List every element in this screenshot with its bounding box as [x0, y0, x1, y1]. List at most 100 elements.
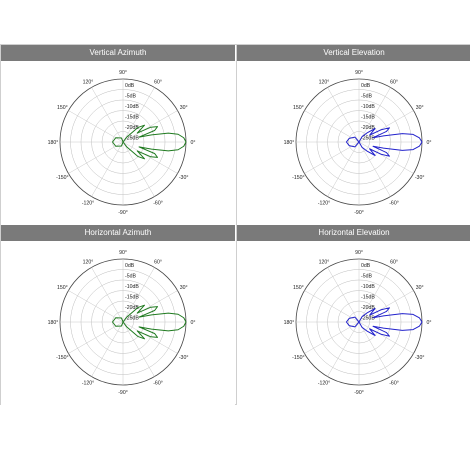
radial-tick-label: 0dB [125, 263, 135, 269]
angle-tick-label: -150° [56, 355, 68, 361]
radiation-pattern-line [112, 124, 187, 160]
grid-spoke [91, 87, 124, 143]
polar-chart-grid: Vertical Azimuth 90° 60° 30° 0° -30° -60° -90°… [0, 44, 470, 405]
angle-tick-label: 180° [284, 140, 295, 146]
grid-spoke [358, 267, 391, 323]
grid-spoke [327, 87, 360, 143]
angle-tick-label: -150° [292, 175, 304, 181]
grid-spoke [122, 87, 155, 143]
chart-title: Horizontal Elevation [237, 225, 470, 241]
grid-spoke [304, 141, 360, 174]
angle-tick-label: -60° [389, 381, 399, 387]
grid-spoke [68, 110, 124, 143]
grid-spoke [358, 141, 414, 174]
radial-tick-label: -5dB [361, 94, 372, 100]
chart-title: Vertical Azimuth [1, 45, 235, 61]
grid-spoke [358, 110, 414, 143]
radial-tick-label: -10dB [361, 104, 375, 110]
grid-spoke [122, 141, 178, 174]
radial-tick-label: -20dB [125, 125, 139, 131]
angle-tick-label: 30° [416, 105, 424, 111]
chart-panel-vertical-azimuth: Vertical Azimuth 90° 60° 30° 0° -30° -60° -90°… [1, 45, 235, 225]
radial-tick-label: -5dB [125, 274, 136, 280]
angle-tick-label: -30° [415, 355, 425, 361]
polar-chart: 90° 60° 30° 0° -30° -60° -90° -120° -150° 180° 150… [284, 70, 432, 216]
radial-tick-label: -10dB [361, 284, 375, 290]
angle-tick-label: -120° [318, 201, 330, 207]
grid-spoke [304, 321, 360, 354]
angle-tick-label: 120° [319, 79, 330, 85]
grid-spoke [91, 321, 124, 377]
grid-spoke [122, 141, 155, 197]
radial-tick-label: -15dB [361, 115, 375, 121]
radial-tick-label: 0dB [361, 263, 371, 269]
angle-tick-label: -90° [118, 210, 128, 216]
grid-spoke [122, 110, 178, 143]
grid-spoke [358, 321, 391, 377]
grid-spoke [358, 141, 391, 197]
radiation-pattern-line [112, 304, 187, 340]
angle-tick-label: 180° [48, 320, 59, 326]
angle-tick-label: 0° [427, 140, 432, 146]
polar-chart: 90° 60° 30° 0° -30° -60° -90° -120° -150° 180° 150… [48, 250, 196, 396]
radial-tick-label: -5dB [361, 274, 372, 280]
grid-spoke [304, 290, 360, 323]
grid-spoke [327, 321, 360, 377]
grid-spoke [122, 267, 155, 323]
grid-spoke [358, 321, 414, 354]
radial-tick-label: -15dB [125, 115, 139, 121]
angle-tick-label: 0° [191, 140, 196, 146]
radial-tick-label: -15dB [125, 295, 139, 301]
angle-tick-label: 120° [319, 259, 330, 265]
angle-tick-label: 120° [83, 79, 94, 85]
angle-tick-label: 180° [284, 320, 295, 326]
chart-title: Horizontal Azimuth [1, 225, 235, 241]
grid-spoke [327, 267, 360, 323]
angle-tick-label: -60° [153, 381, 163, 387]
radial-tick-label: -25dB [125, 136, 139, 142]
grid-spoke [327, 141, 360, 197]
chart-panel-horizontal-azimuth: Horizontal Azimuth 90° 60° 30° 0° -30° -60° -9… [1, 225, 235, 405]
radial-tick-label: -20dB [361, 305, 375, 311]
radial-tick-label: -20dB [125, 305, 139, 311]
radial-tick-label: -10dB [125, 104, 139, 110]
angle-tick-label: 30° [416, 285, 424, 291]
chart-title: Vertical Elevation [237, 45, 470, 61]
angle-tick-label: 0° [427, 320, 432, 326]
grid-spoke [122, 290, 178, 323]
angle-tick-label: -120° [82, 201, 94, 207]
angle-tick-label: -30° [179, 355, 189, 361]
angle-tick-label: -150° [56, 175, 68, 181]
grid-spoke [68, 290, 124, 323]
angle-tick-label: 60° [390, 259, 398, 265]
grid-spoke [68, 141, 124, 174]
radial-tick-label: -20dB [361, 125, 375, 131]
angle-tick-label: 90° [355, 250, 363, 256]
angle-tick-label: 90° [119, 70, 127, 76]
radial-tick-label: -5dB [125, 94, 136, 100]
grid-spoke [91, 267, 124, 323]
angle-tick-label: 120° [83, 259, 94, 265]
radiation-pattern-line [345, 127, 423, 157]
chart-panel-horizontal-elevation: Horizontal Elevation 90° 60° 30° 0° -30° -60°… [236, 225, 470, 405]
angle-tick-label: -90° [118, 390, 128, 396]
radial-tick-label: -10dB [125, 284, 139, 290]
angle-tick-label: 30° [180, 285, 188, 291]
angle-tick-label: 150° [57, 105, 68, 111]
angle-tick-label: 60° [154, 259, 162, 265]
angle-tick-label: 30° [180, 105, 188, 111]
radial-tick-label: -25dB [361, 316, 375, 322]
angle-tick-label: -120° [82, 381, 94, 387]
angle-tick-label: 180° [48, 140, 59, 146]
grid-spoke [122, 321, 155, 377]
angle-tick-label: 150° [57, 285, 68, 291]
grid-spoke [91, 141, 124, 197]
grid-spoke [68, 321, 124, 354]
angle-tick-label: -150° [292, 355, 304, 361]
radial-tick-label: -25dB [361, 136, 375, 142]
polar-chart: 90° 60° 30° 0° -30° -60° -90° -120° -150° 180° 150… [48, 70, 196, 216]
angle-tick-label: -90° [354, 210, 364, 216]
grid-spoke [304, 110, 360, 143]
angle-tick-label: -30° [415, 175, 425, 181]
radial-tick-label: -15dB [361, 295, 375, 301]
